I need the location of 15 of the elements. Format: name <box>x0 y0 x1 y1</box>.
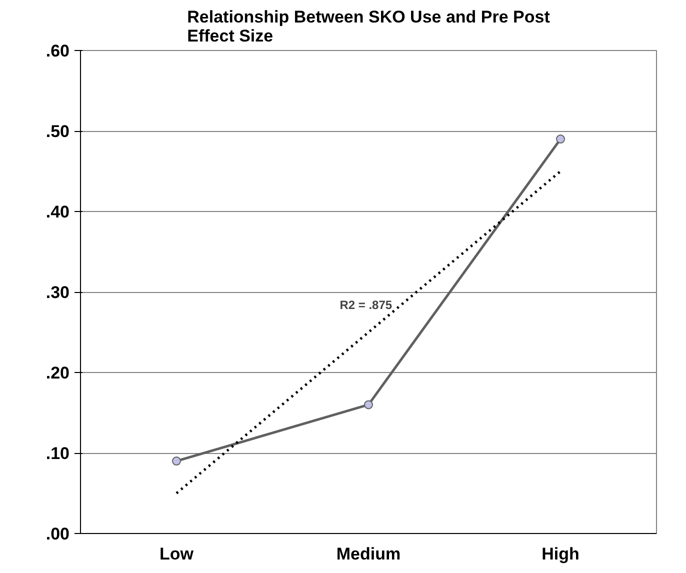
y-tick-label: .10 <box>46 444 70 463</box>
y-tick-label: .50 <box>46 122 70 141</box>
y-tick-label: .20 <box>46 364 70 382</box>
x-tick-label: High <box>542 544 580 564</box>
x-tick-label: Low <box>160 544 194 564</box>
y-tick-label: .60 <box>46 42 70 60</box>
y-tick-label: .00 <box>46 524 70 544</box>
annotation: R2 = .875 <box>340 298 392 312</box>
y-tick-label: .40 <box>46 202 70 222</box>
point <box>172 456 181 466</box>
point <box>556 134 565 144</box>
x-tick-label: Medium <box>336 544 401 564</box>
chart-title: Relationship Between SKO Use and Pre Post Effect Size <box>187 8 550 46</box>
y-tick-label: .30 <box>46 283 70 302</box>
point <box>364 400 373 410</box>
